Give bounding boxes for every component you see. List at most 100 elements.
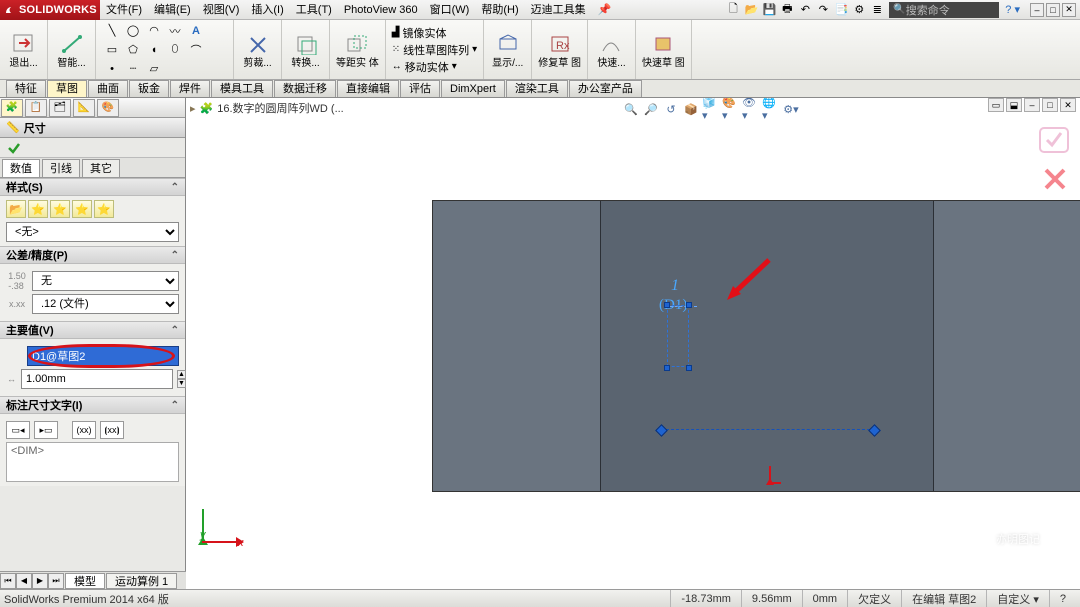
vp-single-icon[interactable]: ▭	[988, 98, 1004, 112]
mt-last-icon[interactable]: ⏭	[48, 573, 64, 589]
tol-select[interactable]: 无	[32, 271, 179, 291]
vt-prev-icon[interactable]: ↺	[662, 100, 680, 118]
flyout-tree-icon[interactable]: ▸	[190, 102, 196, 115]
qat-save-icon[interactable]: 💾	[761, 2, 777, 18]
pmtab-leader[interactable]: 引线	[42, 159, 80, 177]
vt-zoomfit-icon[interactable]: 🔍	[622, 100, 640, 118]
sec-text-header[interactable]: 标注尺寸文字(I)⌃	[0, 396, 185, 414]
ribbon-rapid1[interactable]: 快速...	[588, 20, 636, 79]
qat-new-icon[interactable]: 🗋	[725, 2, 741, 18]
ribbon-display[interactable]: 显示/...	[484, 20, 532, 79]
menu-insert[interactable]: 插入(I)	[245, 0, 289, 20]
tool-text-icon[interactable]: A	[186, 25, 206, 37]
vt-display-icon[interactable]: 🎨▾	[722, 100, 740, 118]
mt-next-icon[interactable]: ▶	[32, 573, 48, 589]
dt-paren-icon[interactable]: (xx)	[72, 421, 96, 439]
tool-poly-icon[interactable]: ⬠	[123, 43, 143, 56]
lptab-config-icon[interactable]: 🗂	[49, 99, 71, 117]
model-tab-model[interactable]: 模型	[65, 573, 105, 589]
menu-file[interactable]: 文件(F)	[100, 0, 148, 20]
cmtab-dimxpert[interactable]: DimXpert	[441, 80, 505, 97]
cmtab-mold[interactable]: 模具工具	[211, 80, 273, 97]
confirm-corner-ok-icon[interactable]	[1038, 126, 1072, 156]
vp-2h-icon[interactable]: ⬓	[1006, 98, 1022, 112]
ribbon-smart-dim[interactable]: 智能...	[48, 20, 96, 79]
ribbon-move[interactable]: ↔ 移动实体 ▾	[392, 59, 457, 75]
style-select[interactable]: <无>	[6, 222, 179, 242]
status-help-icon[interactable]: ?	[1049, 590, 1076, 607]
sketch-centerline[interactable]	[661, 429, 875, 430]
vp-min-icon[interactable]: –	[1024, 98, 1040, 112]
menu-help[interactable]: 帮助(H)	[475, 0, 524, 20]
vp-close-icon[interactable]: ✕	[1060, 98, 1076, 112]
graphics-area[interactable]: ▸ 🧩 16.数字的圆周阵列WD (... 🔍 🔎 ↺ 📦 🧊▾ 🎨▾ 👁▾ 🌐…	[186, 98, 1080, 589]
cmtab-weldment[interactable]: 焊件	[170, 80, 210, 97]
tool-rect-icon[interactable]: ▭	[102, 43, 122, 56]
ribbon-repair[interactable]: Rx 修复草 图	[532, 20, 588, 79]
qat-print-icon[interactable]: 🖶	[779, 2, 795, 18]
sketch-rectangle[interactable]	[667, 305, 689, 367]
min-icon[interactable]: –	[1030, 3, 1044, 17]
ribbon-offset[interactable]: 等距实 体	[330, 20, 386, 79]
vt-scene-icon[interactable]: ⚙▾	[782, 100, 800, 118]
cmtab-eval[interactable]: 评估	[400, 80, 440, 97]
ribbon-exit-sketch[interactable]: 退出...	[0, 20, 48, 79]
mt-prev-icon[interactable]: ◀	[16, 573, 32, 589]
ribbon-trim[interactable]: 剪裁...	[234, 20, 282, 79]
pmtab-value[interactable]: 数值	[2, 159, 40, 177]
tool-line-icon[interactable]: ╲	[102, 24, 122, 37]
tool-slot-icon[interactable]: ◖	[144, 44, 164, 56]
command-search[interactable]: 🔍 搜索命令	[889, 2, 999, 18]
lptab-display-icon[interactable]: 🎨	[97, 99, 119, 117]
pm-ok-icon[interactable]	[6, 140, 22, 156]
tool-centerline-icon[interactable]: ┄	[123, 62, 143, 75]
sketch-handle[interactable]	[686, 365, 692, 371]
sec-style-header[interactable]: 样式(S)⌃	[0, 178, 185, 196]
lptab-feature-tree-icon[interactable]: 🧩	[1, 99, 23, 117]
sec-primary-header[interactable]: 主要值(V)⌃	[0, 321, 185, 339]
tool-plane-icon[interactable]: ▱	[144, 62, 164, 75]
fav-save-icon[interactable]: ⭐	[72, 200, 92, 218]
dt-inspect-icon[interactable]: ⦗xx⦘	[100, 421, 124, 439]
primary-name-input[interactable]	[27, 346, 179, 366]
confirm-corner-cancel-icon[interactable]	[1042, 166, 1068, 192]
cmtab-feature[interactable]: 特征	[6, 80, 46, 97]
cmtab-data[interactable]: 数据迁移	[274, 80, 336, 97]
tool-ellipse-icon[interactable]: ⬯	[165, 43, 185, 56]
sec-tol-header[interactable]: 公差/精度(P)⌃	[0, 246, 185, 264]
tool-fillet-icon[interactable]: ⌒	[186, 42, 206, 58]
fav-load-icon[interactable]: 📂	[6, 200, 26, 218]
tool-point-icon[interactable]: •	[102, 63, 122, 75]
vt-section-icon[interactable]: 📦	[682, 100, 700, 118]
help-icon[interactable]: ? ▾	[999, 3, 1026, 16]
cmtab-direct[interactable]: 直接编辑	[337, 80, 399, 97]
fav-add-icon[interactable]: ⭐	[28, 200, 48, 218]
menu-maidi[interactable]: 迈迪工具集	[525, 0, 592, 20]
fav-saveas-icon[interactable]: ⭐	[94, 200, 114, 218]
menu-edit[interactable]: 编辑(E)	[148, 0, 197, 20]
ribbon-mirror[interactable]: ▟ 镜像实体	[392, 25, 447, 41]
menu-pin[interactable]: 📌	[592, 0, 618, 20]
vt-orient-icon[interactable]: 🧊▾	[702, 100, 720, 118]
sketch-handle[interactable]	[664, 302, 670, 308]
cmtab-sketch[interactable]: 草图	[47, 80, 87, 97]
dimtext-area[interactable]: <DIM>	[6, 442, 179, 482]
lptab-dimxpert-icon[interactable]: 📐	[73, 99, 95, 117]
dt-right-icon[interactable]: ▸▭	[34, 421, 58, 439]
menu-window[interactable]: 窗口(W)	[424, 0, 476, 20]
tool-spline-icon[interactable]: 〰	[165, 23, 185, 39]
vt-appearance-icon[interactable]: 🌐▾	[762, 100, 780, 118]
dim-value-label[interactable]: 1	[671, 277, 679, 295]
sketch-handle[interactable]	[686, 302, 692, 308]
status-custom[interactable]: 自定义 ▾	[986, 590, 1049, 607]
ribbon-linear-pattern[interactable]: ⁙ 线性草图阵列 ▾	[392, 42, 477, 58]
vp-max-icon[interactable]: □	[1042, 98, 1058, 112]
cmtab-office[interactable]: 办公室产品	[569, 80, 642, 97]
cmtab-sheetmetal[interactable]: 钣金	[129, 80, 169, 97]
dim-dir-icon[interactable]: ↔	[6, 370, 17, 388]
qat-rebuild-icon[interactable]: 📑	[833, 2, 849, 18]
sketch-handle[interactable]	[664, 365, 670, 371]
qat-undo-icon[interactable]: ↶	[797, 2, 813, 18]
qat-more-icon[interactable]: ≣	[869, 2, 885, 18]
pmtab-other[interactable]: 其它	[82, 159, 120, 177]
